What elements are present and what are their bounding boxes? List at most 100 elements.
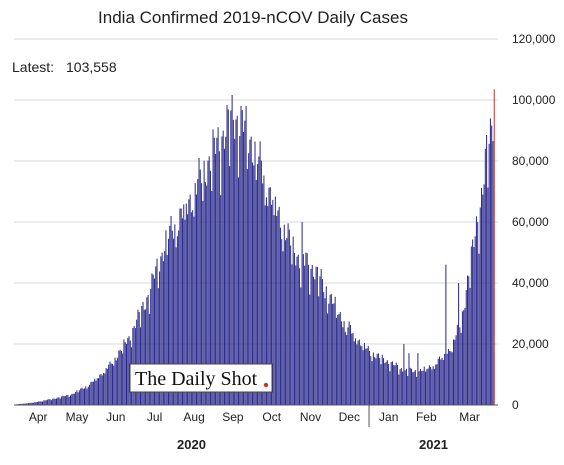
bar [436,364,438,405]
bar [330,294,332,405]
bar [198,158,200,405]
bar [447,349,449,405]
bar [335,317,337,405]
bar [419,369,421,405]
bar [285,240,287,405]
bar [369,350,371,405]
x-tick-label: May [66,410,89,424]
bar [55,398,58,405]
bar [96,378,98,405]
x-tick-label: Jun [106,410,125,424]
bar [344,331,346,405]
bar [361,346,363,405]
x-tick-label: Aug [183,410,204,424]
bar [244,120,246,405]
bar [484,148,486,405]
bar [58,397,60,405]
bar [85,386,87,405]
bar [328,303,330,405]
bar [409,367,411,405]
bar [161,252,163,405]
bar [433,368,435,405]
bar [45,400,47,405]
bar [403,344,405,405]
y-tick-label: 60,000 [512,215,549,229]
bar [349,325,351,405]
bar [94,378,96,405]
y-tick-label: 100,000 [512,93,556,107]
bar [479,207,481,405]
bar [147,295,149,405]
bar [391,361,393,405]
bar [456,324,458,405]
bar [75,392,77,405]
bar [111,363,113,405]
bar [459,327,461,405]
bar [268,187,270,405]
bar [21,403,23,405]
bar [375,358,377,405]
bar [282,251,284,405]
bar [143,309,145,405]
bar [203,160,205,405]
bar [44,400,46,405]
bar [376,353,378,405]
bar [83,388,86,405]
bar [152,274,154,405]
bar [293,253,295,405]
bar [236,115,238,405]
bar [469,287,471,405]
bar [64,396,66,405]
bar [347,327,349,405]
x-tick-label: Mar [459,410,480,424]
bar [19,403,21,405]
bar [125,343,127,405]
bar [472,239,474,405]
bar [215,153,217,405]
bar [232,119,234,406]
bar [446,353,448,405]
bar [104,373,106,405]
bar [482,194,484,405]
bar [194,183,196,405]
bar [241,110,243,405]
bar [384,363,386,405]
bar [329,294,331,405]
bar [226,105,228,405]
bar [454,339,456,405]
x-axis: Apr May Jun Jul Aug Sep Oct Nov Dec Jan Feb Mar 2020… [14,404,498,452]
bar [229,166,231,405]
bar [187,214,189,405]
bar [260,160,262,405]
bar [332,303,334,405]
bar [204,182,206,405]
bar [310,268,312,405]
bar [464,307,466,405]
x-tick-label: Feb [416,410,437,424]
bar [221,136,223,405]
bar [39,401,41,405]
bar [342,327,344,405]
bar [153,278,155,405]
bar [413,371,415,405]
bar [202,200,204,405]
bar [181,218,183,405]
bar [305,252,307,405]
bar [279,227,281,405]
bar [319,276,321,405]
bar [372,352,374,405]
bar [337,314,339,405]
bar [300,287,302,405]
bar [145,309,147,405]
bar [120,351,122,405]
bar [77,392,79,405]
bar [377,353,379,405]
bar [138,312,140,405]
bar [97,378,99,405]
bar [323,291,325,405]
bar [353,341,355,405]
bar [451,352,453,405]
bar [76,390,78,405]
x-tick-label: Dec [339,410,360,424]
bar [78,390,80,405]
